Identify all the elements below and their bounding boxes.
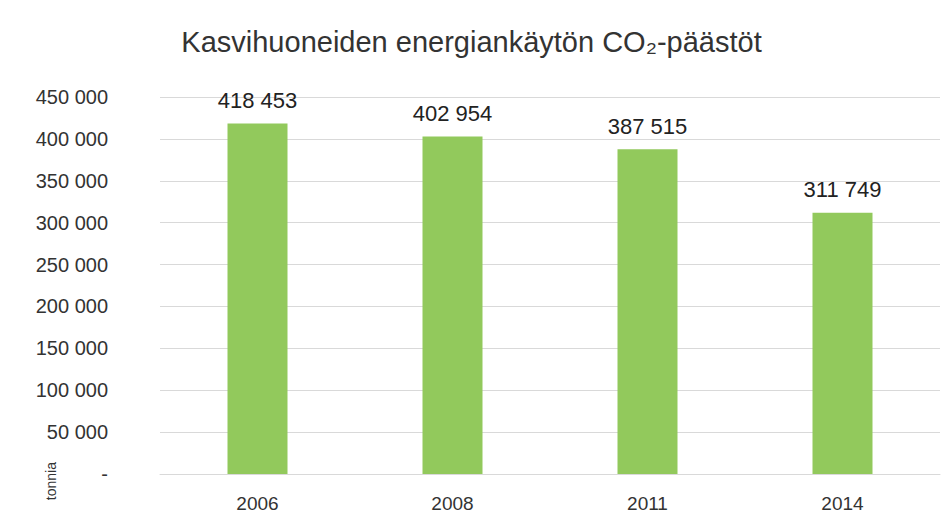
svg-text:387 515: 387 515 — [608, 114, 688, 139]
svg-text:150 000: 150 000 — [36, 337, 108, 359]
svg-text:311 749: 311 749 — [804, 177, 882, 202]
svg-text:tonnia: tonnia — [43, 462, 59, 500]
svg-text:50 000: 50 000 — [47, 421, 108, 443]
svg-text:200 000: 200 000 — [36, 295, 108, 317]
svg-text:350 000: 350 000 — [36, 170, 108, 192]
svg-text:400 000: 400 000 — [36, 128, 108, 150]
svg-text:418 453: 418 453 — [218, 88, 298, 113]
svg-text:402 954: 402 954 — [413, 101, 493, 126]
svg-text:300 000: 300 000 — [36, 212, 108, 234]
svg-text:450 000: 450 000 — [36, 86, 108, 108]
svg-text:Kasvihuoneiden energiankäytön: Kasvihuoneiden energiankäytön CO₂-päästö… — [181, 26, 761, 58]
svg-text:2011: 2011 — [627, 493, 668, 514]
svg-text:2008: 2008 — [431, 493, 473, 514]
svg-text:-: - — [101, 463, 108, 485]
svg-text:2006: 2006 — [236, 493, 278, 514]
svg-text:2014: 2014 — [821, 493, 864, 514]
svg-text:100 000: 100 000 — [36, 379, 108, 401]
svg-text:250 000: 250 000 — [36, 254, 108, 276]
